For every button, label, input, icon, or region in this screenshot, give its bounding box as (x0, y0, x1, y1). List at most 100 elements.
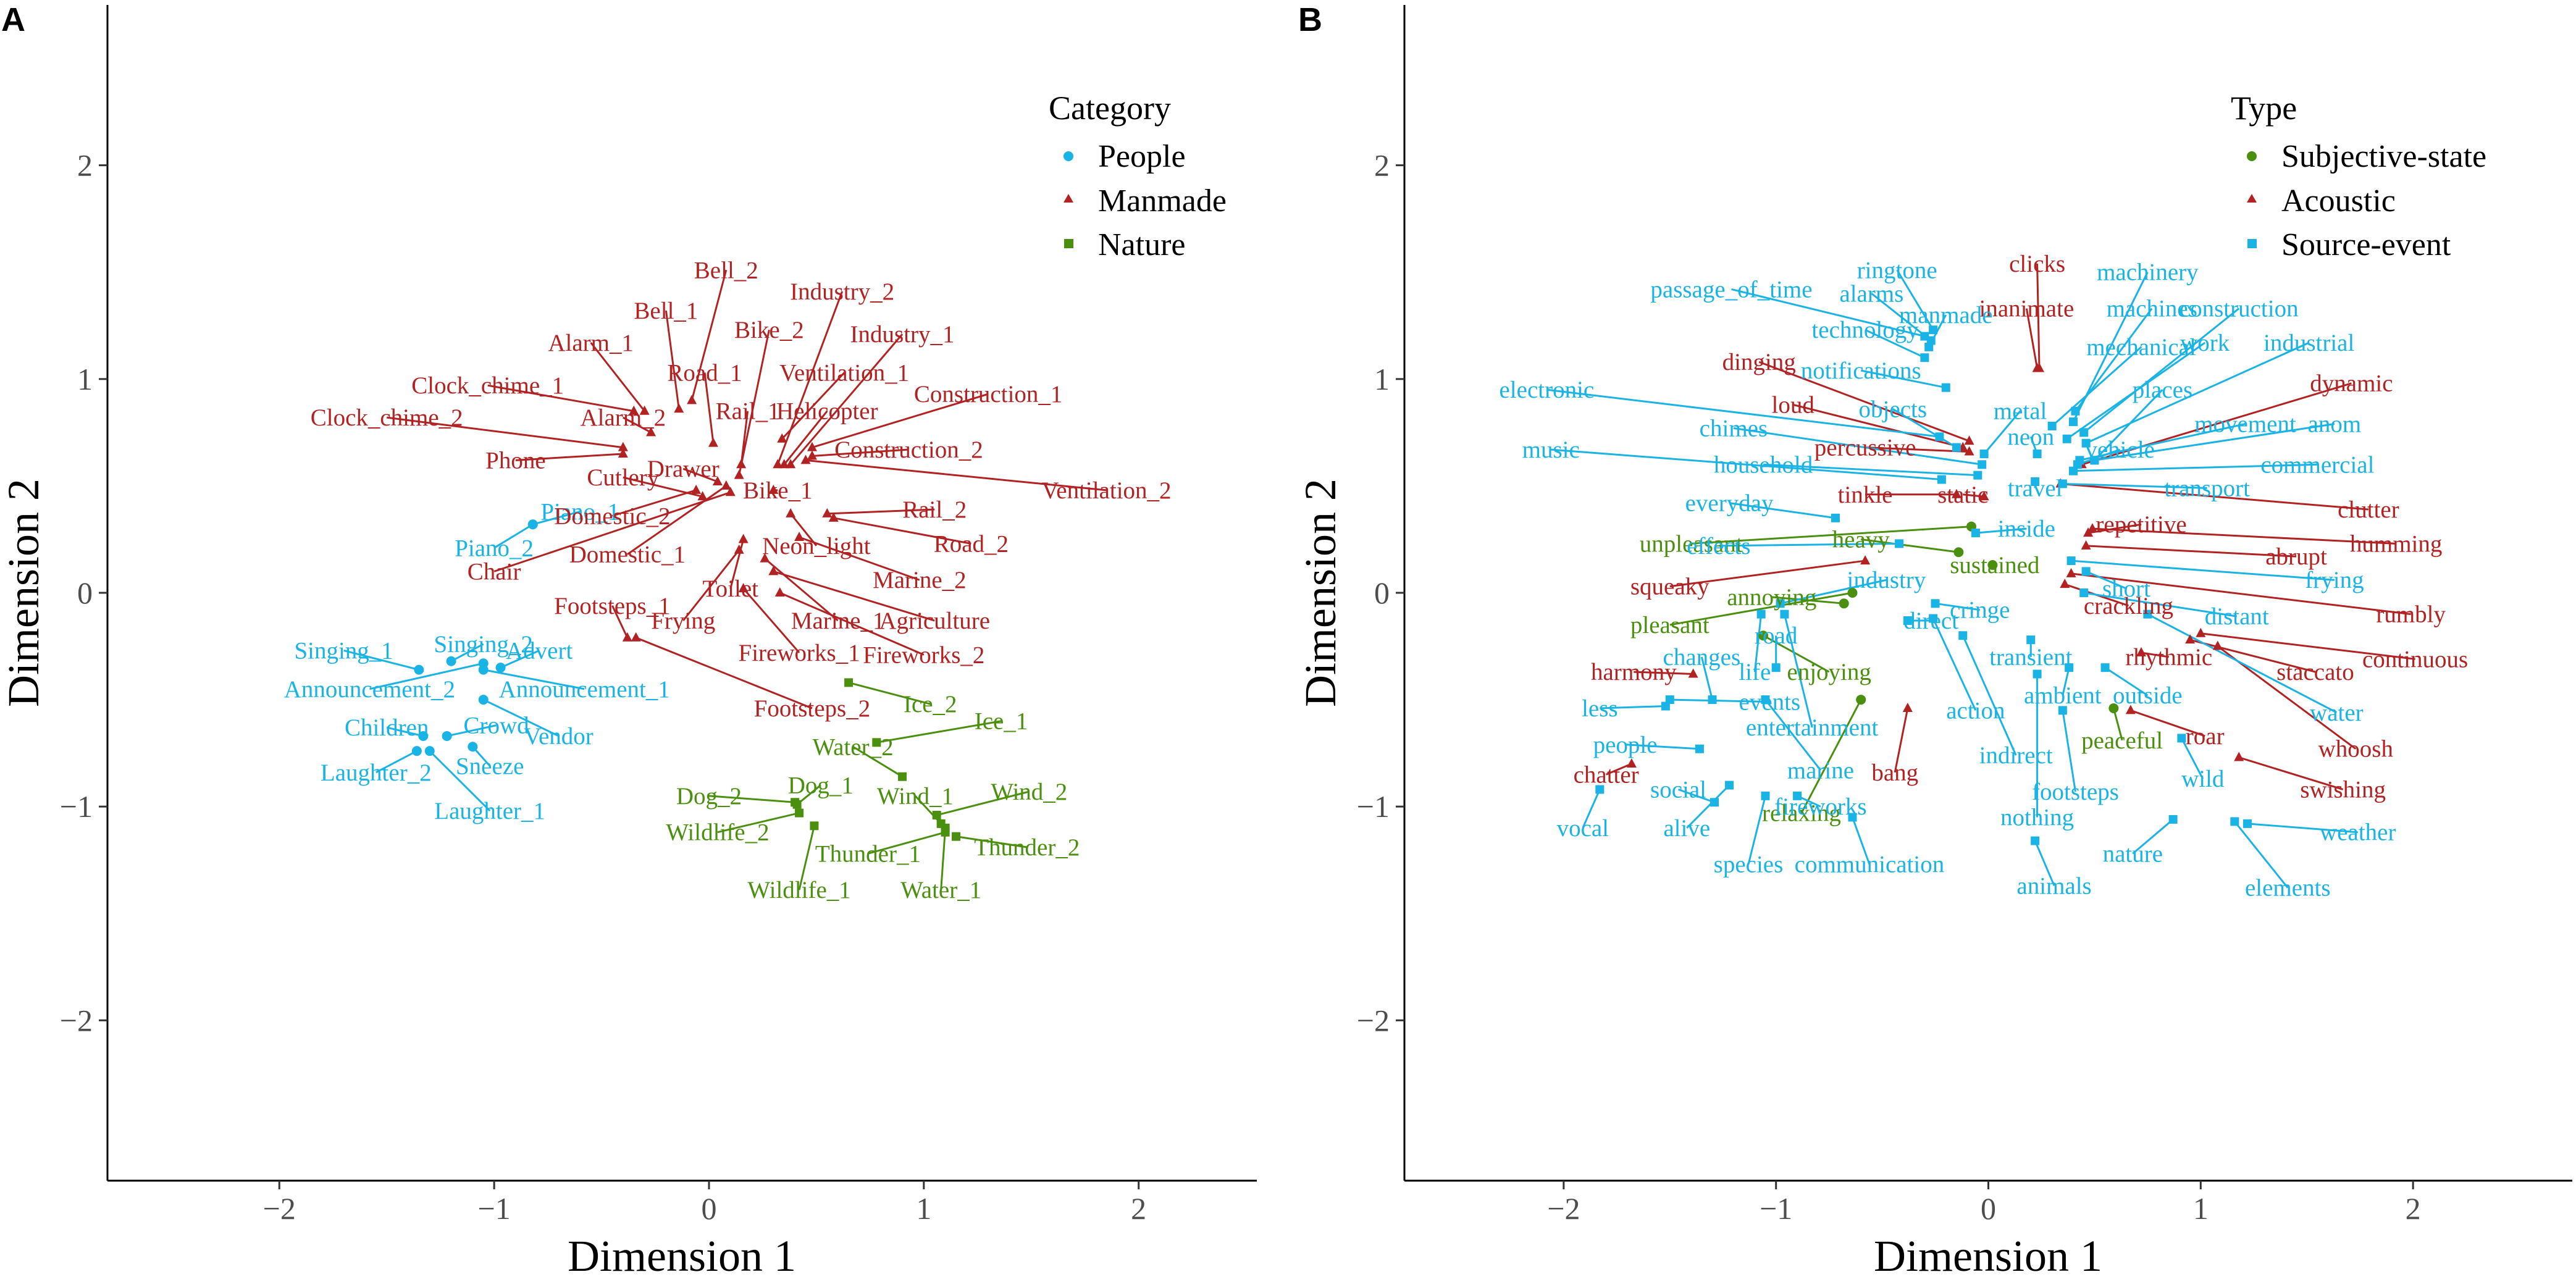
panel-a-point-bike-2 (734, 469, 744, 479)
panel-b-label-heavy: heavy (1832, 526, 1890, 553)
panel-a-point-advert (495, 663, 506, 673)
panel-a-leader-domestic-1 (626, 485, 727, 555)
panel-a-point-piano-2 (527, 519, 538, 530)
panel-b-point-species (1761, 791, 1770, 800)
panel-b-leader-metal (1983, 410, 2021, 454)
panel-b-point-nature (2168, 814, 2178, 824)
panel-b-point-chimes (1978, 460, 1987, 469)
panel-b-leader-everyday (1729, 502, 1836, 519)
panel-b-label-electronic: electronic (1499, 377, 1594, 403)
panel-a-point-bike-1 (768, 484, 779, 494)
panel-b-label-outside: outside (2113, 682, 2183, 709)
panel-a-leader-children (386, 726, 424, 737)
panel-b-label-percussive: percussive (1815, 435, 1916, 461)
panel-b-point-anom (2090, 456, 2099, 465)
panel-a-point-domestic-2 (691, 484, 702, 494)
panel-a-leader-advert (500, 650, 540, 669)
panel-a-point-wind-2 (932, 811, 941, 820)
panel-b-label-wild: wild (2181, 766, 2225, 792)
panel-a-label-clock-chime-2: Clock_chime_2 (311, 404, 463, 431)
panel-a-x-tick-label: −1 (478, 1191, 511, 1226)
panel-b-label-manmade: manmade (1899, 302, 1993, 329)
panel-b-label-alarms: alarms (1839, 280, 1903, 307)
panel-b-points (1595, 325, 2252, 845)
panel-b-leader-elements (2234, 821, 2289, 889)
panel-b-point-staccato (2185, 634, 2196, 644)
panel-b-label-dynamic: dynamic (2310, 371, 2393, 397)
panel-b-leader-vocal (1582, 789, 1601, 829)
panel-b-point-bang (1902, 702, 1913, 712)
panel-b-point-labels: unpleasant heavy sustained annoying pleasant… (1499, 251, 2468, 902)
panel-a-point-ice-2 (844, 678, 854, 687)
panel-b-label-commercial: commercial (2260, 451, 2374, 478)
panel-a-label-industry-2: Industry_2 (790, 278, 894, 305)
panel-b-point-fireworks (1793, 791, 1802, 800)
panel-b-leader-lines (1546, 263, 2415, 889)
panel-a-y-axis-title: Dimension 2 (0, 479, 48, 707)
panel-a-leader-wind-2 (936, 790, 1030, 816)
panel-b-point-harmony (1688, 668, 1698, 678)
panel-b-point-annoying (1839, 598, 1849, 609)
panel-b-label-rumbly: rumbly (2376, 601, 2446, 628)
panel-a-label-footsteps-2: Footsteps_2 (754, 695, 871, 722)
panel-a-point-announcement-1 (478, 664, 489, 675)
panel-a-label-ice-1: Ice_1 (975, 708, 1028, 735)
panel-a-point-wildlife-2 (795, 808, 804, 818)
panel-a-leader-cutlery (623, 476, 703, 498)
panel-a-label-piano-1: Piano_1 (540, 498, 619, 525)
panel-b-leader-work (2066, 341, 2206, 440)
panel-b-leader-industrial (2086, 341, 2310, 445)
panel-a-label-toilet: Toilet (703, 576, 759, 602)
panel-a-label-water-2: Water_2 (812, 734, 893, 760)
panel-a-letter: A (1, 1, 25, 38)
panel-b-label-music: music (1522, 437, 1580, 463)
panel-b-point-cringe (1931, 599, 1940, 608)
panel-b-leader-wild (2181, 737, 2204, 779)
panel-b-label-rhythmic: rhythmic (2125, 644, 2212, 671)
legend-marker-subjective-state (2247, 151, 2257, 161)
panel-b-point-objects (1952, 443, 1961, 452)
panel-b-point-short (2081, 567, 2091, 576)
panel-b-label-machinery: machinery (2097, 259, 2199, 286)
panel-b-label-nature: nature (2103, 840, 2163, 867)
panel-b-label-life: life (1739, 659, 1771, 685)
panel-a-label-thunder-1: Thunder_1 (815, 840, 921, 867)
panel-b-leader-inanimate (2025, 308, 2039, 369)
panel-a-y-tick-label: 0 (77, 576, 93, 610)
panel-b-point-indirect (1958, 631, 1968, 640)
panel-a-label-water-1: Water_1 (900, 877, 981, 903)
panel-b-label-frying: frying (2305, 567, 2364, 593)
panel-a-leader-thunder-2 (955, 835, 1028, 848)
panel-a-point-rail-2 (822, 508, 833, 517)
panel-b-point-transport (2058, 479, 2067, 488)
panel-a-y-tick-label: 2 (77, 148, 93, 183)
panel-b-leader-species (1747, 795, 1766, 865)
panel-b-leader-unpleasant (1691, 525, 1972, 545)
panel-a-point-frying (734, 544, 744, 554)
panel-b-leader-continuous (2201, 632, 2415, 660)
panel-a-point-ventilation-1 (777, 433, 787, 443)
panel-a-point-cutlery (697, 491, 708, 501)
panel-b-label-ringtone: ringtone (1857, 257, 1937, 283)
panel-a-label-rail-2: Rail_2 (902, 496, 967, 523)
panel-a-leader-singing-1 (343, 650, 419, 671)
panel-b-leader-swishing (2238, 756, 2344, 790)
panel-b-label-animals: animals (2016, 873, 2091, 899)
panel-b-y-tick-label: 0 (1374, 576, 1390, 610)
panel-b-point-roar (2125, 705, 2136, 714)
panel-b-label-marine: marine (1787, 757, 1854, 784)
panel-b-x-tick-label: −1 (1760, 1191, 1792, 1226)
panel-a-leader-announcement-2 (369, 662, 484, 690)
panel-b-leader-places (2094, 389, 2163, 461)
panel-b-point-tinkle (1951, 488, 1961, 498)
panel-b-leader-outside (2104, 666, 2149, 697)
panel-a-leader-road-1 (703, 372, 715, 443)
panel-b-label-action: action (1946, 697, 2005, 724)
panel-a-label-alarm-1: Alarm_1 (548, 330, 634, 356)
panel-a-point-drawer (712, 475, 723, 485)
panel-b-label-dinging: dinging (1722, 349, 1796, 375)
panel-b-label-fireworks: fireworks (1774, 793, 1866, 820)
panel-b-label-passage-of-time: passage_of_time (1650, 276, 1812, 303)
panel-b-point-footsteps (2058, 706, 2067, 715)
